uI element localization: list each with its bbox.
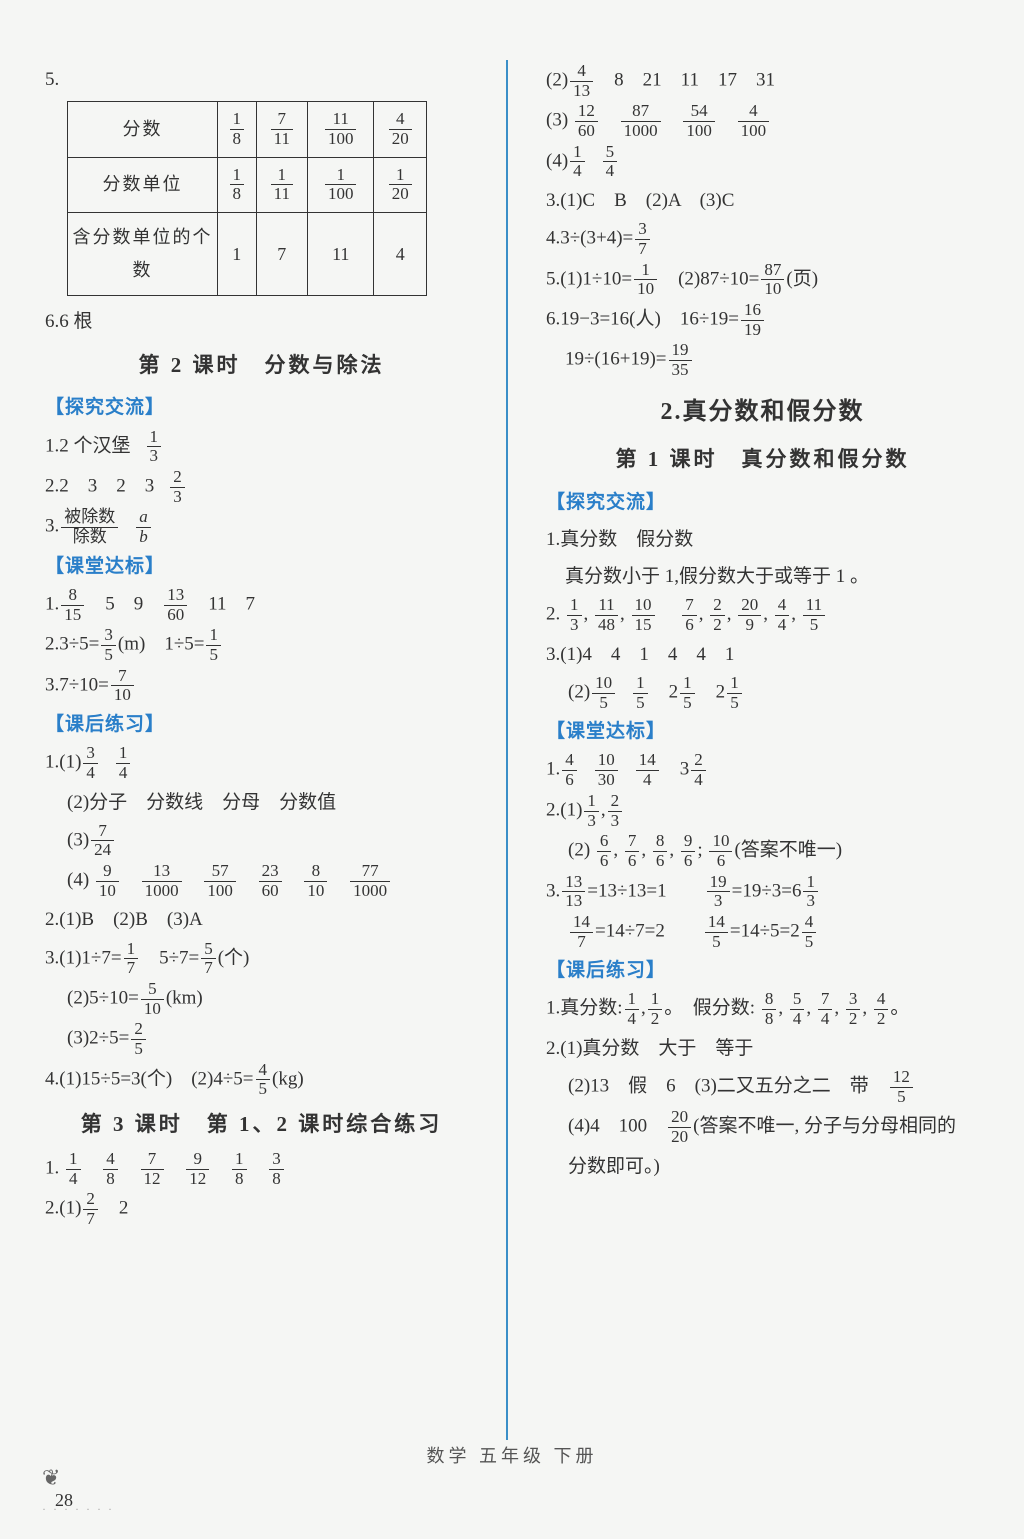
q6: 6.6 根 (45, 304, 478, 339)
r8: 19÷(16+19)=1935 (546, 341, 979, 379)
kh1-3: (3)724 (45, 822, 478, 860)
r-kehou: 【课后练习】 (546, 953, 979, 988)
q5-label: 5. (45, 62, 478, 97)
kt2: 2.3÷5=35(m) 1÷5=15 (45, 626, 478, 664)
tj1: 1.2 个汉堡13 (45, 428, 478, 466)
kh1-1: 1.(1)3414 (45, 744, 478, 782)
kh4: 4.(1)15÷5=3(个) (2)4÷5=45(kg) (45, 1061, 478, 1099)
tj1b: 真分数小于 1,假分数大于或等于 1 。 (546, 559, 979, 594)
table-row: 分数单位 18 111 1100 120 (68, 157, 427, 212)
rkh1: 1.真分数:14,12。 假分数: 88, 54, 74, 32, 42。 (546, 990, 979, 1028)
kt1: 1.815 5 9 1360 11 7 (45, 586, 478, 624)
rkt3a: 3.1313=13÷13=1 193=19÷3=613 (546, 873, 979, 911)
l3-1: 1. 14 48 712 912 18 38 (45, 1150, 478, 1188)
row-label: 分数 (68, 102, 218, 157)
tj2: 2. 13, 1148, 1015 76, 22, 209, 44, 115 (546, 596, 979, 634)
r4: 3.(1)C B (2)A (3)C (546, 183, 979, 218)
page-columns: 5. 分数 18 711 11100 420 分数单位 18 111 1100 … (45, 60, 979, 1440)
rkt2b: (2) 66, 76, 86, 96; 106(答案不唯一) (546, 832, 979, 870)
left-column: 5. 分数 18 711 11100 420 分数单位 18 111 1100 … (45, 60, 486, 1440)
table-row: 含分数单位的个数 1 7 11 4 (68, 212, 427, 296)
rkh2b: (2)13 假 6 (3)二又五分之二 带 125 (546, 1068, 979, 1106)
rkh2a: 2.(1)真分数 大于 等于 (546, 1031, 979, 1066)
tj1a: 1.真分数 假分数 (546, 522, 979, 557)
kh3-2: (2)5÷10=510(km) (45, 980, 478, 1018)
r7: 6.19−3=16(人) 16÷19=1619 (546, 301, 979, 339)
r5: 4.3÷(3+4)=37 (546, 220, 979, 258)
swirl-icon: ❦ (42, 1465, 60, 1491)
tj3a: 3.(1)4 4 1 4 4 1 (546, 637, 979, 672)
lesson3-title: 第 3 课时 第 1、2 课时综合练习 (45, 1105, 478, 1144)
fraction-table: 分数 18 711 11100 420 分数单位 18 111 1100 120… (67, 101, 427, 296)
r-ketang: 【课堂达标】 (546, 714, 979, 749)
rkt1: 1.461030144 324 (546, 751, 979, 789)
tj2: 2.2 3 2 323 (45, 468, 478, 506)
r3: (4)1454 (546, 143, 979, 181)
rkt3b: 147=14÷7=2 145=14÷5=245 (546, 913, 979, 951)
tj3b: (2)10515 215 215 (546, 674, 979, 712)
section-kehou: 【课后练习】 (45, 707, 478, 742)
section-tanjiu: 【探究交流】 (45, 390, 478, 425)
kh1-4: (4) 910 131000 57100 2360 810 771000 (45, 862, 478, 900)
section-ketang: 【课堂达标】 (45, 549, 478, 584)
lesson-title: 第 1 课时 真分数和假分数 (546, 440, 979, 479)
footer: 数学 五年级 下册 (45, 1442, 979, 1468)
tj3: 3.被除数除数ab (45, 508, 478, 546)
rkh2d: 分数即可。) (546, 1149, 979, 1184)
kh1-2: (2)分子 分数线 分母 分数值 (45, 785, 478, 820)
l3-2: 2.(1)27 2 (45, 1190, 478, 1228)
unit-title: 2.真分数和假分数 (546, 390, 979, 434)
r6: 5.(1)1÷10=110 (2)87÷10=8710(页) (546, 261, 979, 299)
r1: (2)413 8 21 11 17 31 (546, 62, 979, 100)
rkh2c: (4)4 100 2020(答案不唯一, 分子与分母相同的 (546, 1108, 979, 1146)
kh3-3: (3)2÷5=25 (45, 1020, 478, 1058)
r-tanjiu: 【探究交流】 (546, 485, 979, 520)
rkt2a: 2.(1)13,23 (546, 792, 979, 830)
kt3: 3.7÷10=710 (45, 667, 478, 705)
kh3-1: 3.(1)1÷7=17 5÷7=57(个) (45, 940, 478, 978)
lesson2-title: 第 2 课时 分数与除法 (45, 346, 478, 385)
right-column: (2)413 8 21 11 17 31 (3) 1260 871000 541… (528, 60, 979, 1440)
dots-decoration: · · · · · · · (42, 1502, 114, 1517)
kh2: 2.(1)B (2)B (3)A (45, 902, 478, 937)
table-row: 分数 18 711 11100 420 (68, 102, 427, 157)
column-divider (506, 60, 508, 1440)
r2: (3) 1260 871000 54100 4100 (546, 102, 979, 140)
